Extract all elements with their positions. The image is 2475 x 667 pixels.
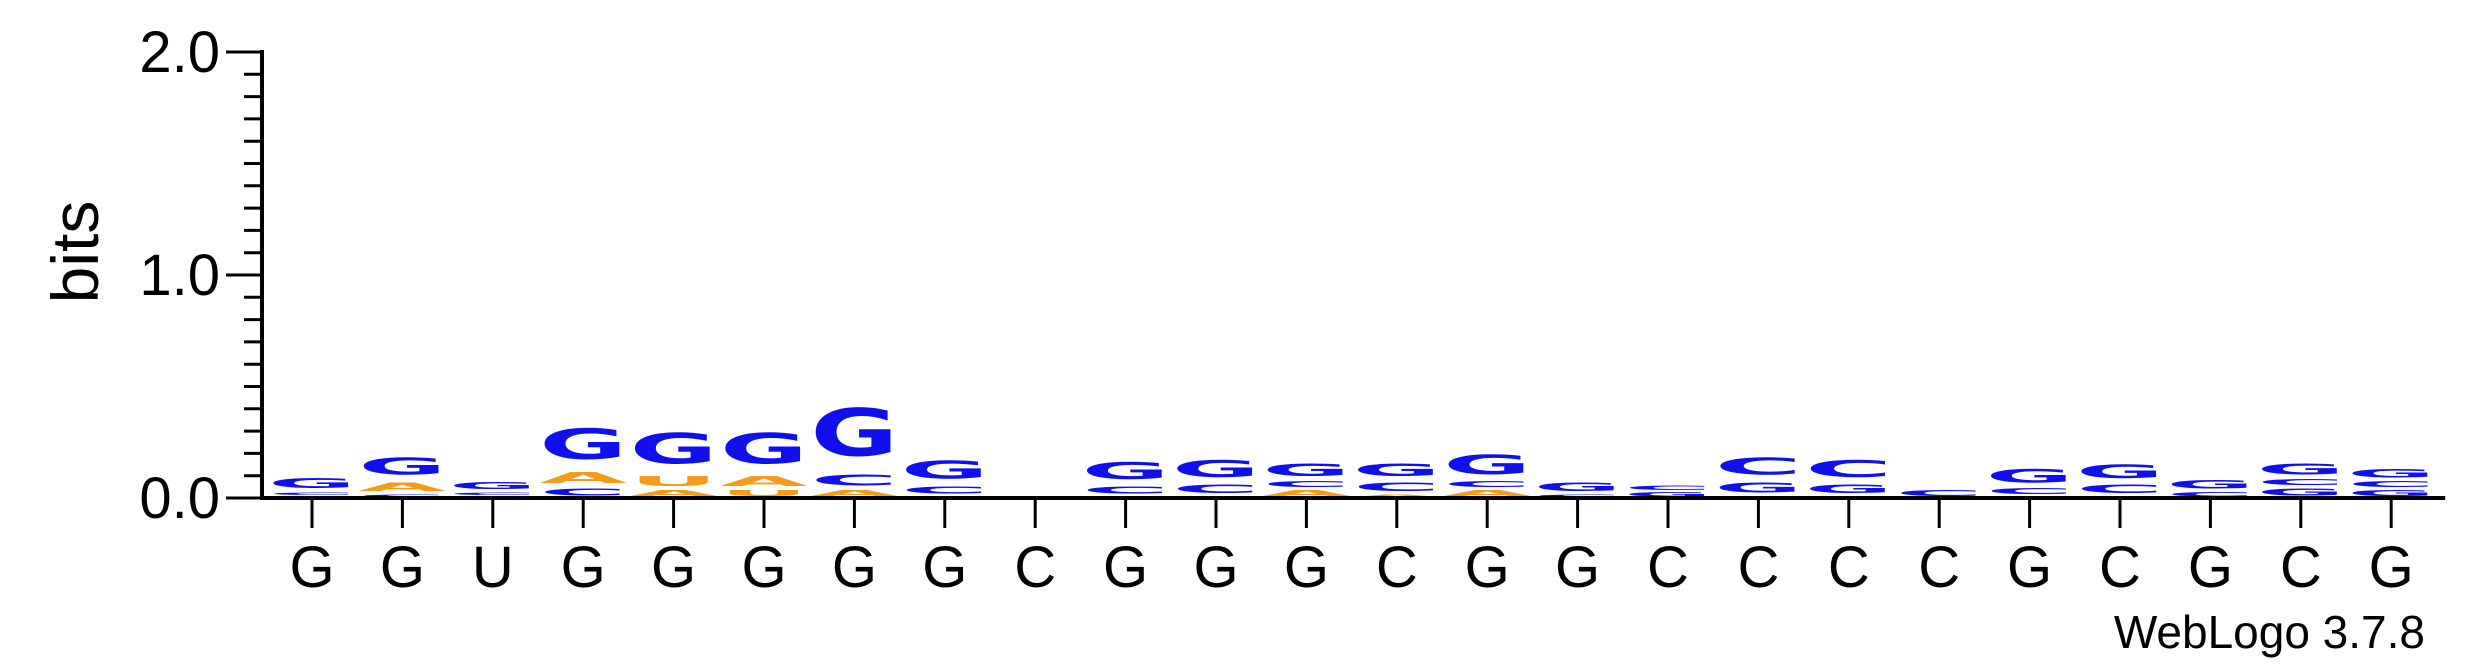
- x-tick-label: G: [922, 535, 967, 600]
- logo-letter-g: G: [449, 480, 537, 491]
- logo-letter-g: G: [268, 476, 356, 492]
- logo-letter-g: G: [358, 454, 446, 481]
- logo-letter-g: G: [810, 396, 898, 471]
- logo-letter-c: C: [268, 491, 356, 495]
- logo-letter-c: C: [1082, 485, 1170, 496]
- logo-letter-c: C: [1172, 483, 1260, 496]
- x-tick-label: G: [832, 535, 877, 600]
- x-tick-label: G: [1284, 535, 1329, 600]
- x-tick-label: C: [2280, 535, 2322, 600]
- logo-letter-g: G: [2076, 460, 2164, 482]
- logo-letter-g: G: [1805, 482, 1893, 495]
- x-tick-label: G: [651, 535, 696, 600]
- logo-letter-c: C: [1624, 485, 1712, 492]
- logo-letter-g: G: [1443, 449, 1531, 480]
- y-tick-label: 1.0: [139, 243, 220, 308]
- logo-letter-g: G: [2257, 460, 2345, 478]
- x-tick-label: C: [2099, 535, 2141, 600]
- x-tick-label: G: [2007, 535, 2052, 600]
- logo-letter-c: C: [1805, 456, 1893, 482]
- x-tick-label: C: [1647, 535, 1689, 600]
- logo-letter-g: G: [630, 425, 718, 474]
- logo-letter-g: G: [1172, 456, 1260, 483]
- logo-letter-g: G: [1714, 480, 1802, 496]
- logo-letter-c: C: [2347, 480, 2435, 489]
- logo-letter-c: C: [1353, 480, 1441, 493]
- x-tick-label: C: [1918, 535, 1960, 600]
- logo-letter-g: G: [1082, 458, 1170, 485]
- logo-letter-a: A: [720, 474, 808, 489]
- logo-letter-g: G: [1262, 460, 1350, 480]
- x-tick-label: G: [2369, 535, 2414, 600]
- logo-letter-c: C: [1714, 454, 1802, 480]
- logo-letter-g: G: [720, 425, 808, 474]
- logo-letter-a: A: [358, 480, 447, 493]
- logo-letter-g: G: [539, 420, 627, 469]
- logo-letter-g: G: [1986, 465, 2074, 487]
- logo-letter-c: C: [2257, 478, 2345, 487]
- x-tick-label: G: [2188, 535, 2233, 600]
- x-tick-label: C: [1376, 535, 1418, 600]
- logo-letter-u: U: [630, 474, 718, 490]
- logo-letter-c: C: [810, 472, 898, 490]
- x-tick-label: G: [380, 535, 425, 600]
- logo-letter-c: C: [1262, 480, 1350, 489]
- x-tick-label: C: [1828, 535, 1870, 600]
- x-tick-label: C: [1014, 535, 1056, 600]
- logo-letter-c: C: [901, 485, 989, 496]
- x-tick-label: G: [741, 535, 786, 600]
- logo-letter-c: C: [449, 491, 537, 495]
- x-tick-label: G: [289, 535, 334, 600]
- logo-letter-c: C: [1986, 487, 2074, 496]
- weblogo-credit: WebLogo 3.7.8: [2114, 606, 2425, 658]
- y-tick-label: 2.0: [139, 20, 220, 85]
- logo-letter-g: G: [901, 456, 989, 485]
- logo-letter-a: A: [539, 469, 627, 487]
- letter-stacks: ACGCAGACGCAGAUGUAGACGACGACGACGACGACGACGC…: [268, 396, 2435, 498]
- x-tick-label: C: [1737, 535, 1779, 600]
- x-tick-label: G: [1103, 535, 1148, 600]
- logo-letter-g: G: [2166, 478, 2254, 491]
- y-axis: 0.0 1.0 2.0: [139, 20, 262, 531]
- x-tick-label: U: [472, 535, 514, 600]
- y-tick-label: 0.0: [139, 466, 220, 531]
- logo-letter-g: G: [1353, 460, 1441, 480]
- logo-letter-g: G: [1534, 480, 1622, 493]
- x-tick-label: G: [1555, 535, 1600, 600]
- x-tick-label: G: [561, 535, 606, 600]
- x-tick-label: G: [1193, 535, 1238, 600]
- y-axis-label: bits: [38, 201, 112, 304]
- logo-letter-g: G: [2347, 467, 2435, 480]
- logo-letter-c: C: [1443, 480, 1531, 489]
- logo-letter-c: C: [2076, 483, 2164, 496]
- x-tick-label: G: [1465, 535, 1510, 600]
